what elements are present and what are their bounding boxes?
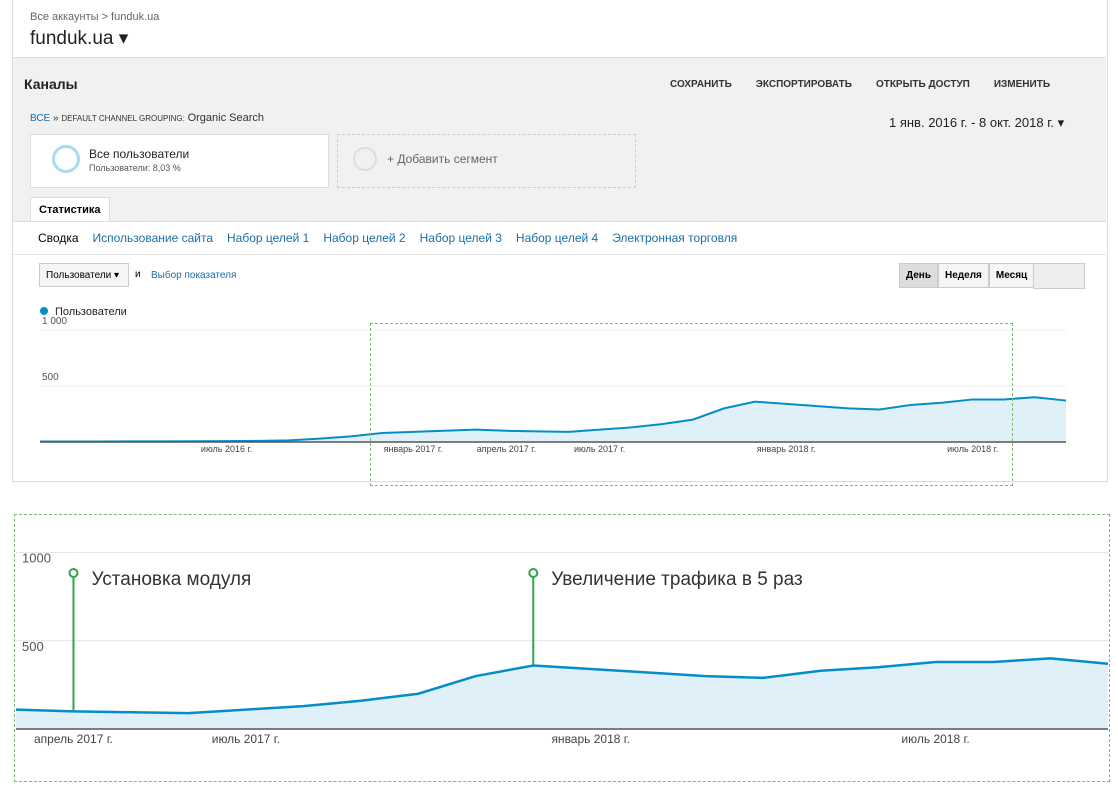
legend-dot	[40, 307, 48, 315]
y-tick-label: 1000	[22, 551, 51, 566]
add-segment[interactable]	[337, 134, 636, 188]
legend-label: Пользователи	[55, 306, 127, 318]
segment-name: Все пользователи	[89, 147, 190, 161]
subtab[interactable]: Набор целей 4	[515, 231, 599, 245]
subtab[interactable]: Сводка	[38, 231, 79, 245]
x-tick-label: июль 2018 г.	[901, 732, 969, 746]
zoom-box	[370, 323, 1013, 486]
action[interactable]: ИЗМЕНИТЬ	[993, 79, 1051, 90]
report-title: Каналы	[24, 76, 78, 92]
segment-detail: Пользователи: 8,03 %	[89, 163, 181, 173]
annotation-dot	[68, 568, 79, 578]
actions: СОХРАНИТЬ ЭКСПОРТИРОВАТЬ ОТКРЫТЬ ДОСТУП …	[670, 79, 1050, 90]
line	[40, 396, 1067, 443]
tab[interactable]: Статистика	[30, 197, 110, 222]
path-all[interactable]: ВСЕ	[30, 113, 51, 124]
action[interactable]: ОТКРЫТЬ ДОСТУП	[875, 79, 970, 90]
subtab[interactable]: Набор целей 1	[227, 231, 310, 245]
action[interactable]: ЭКСПОРТИРОВАТЬ	[755, 79, 852, 90]
subtab[interactable]: Набор целей 2	[323, 231, 406, 245]
period-btn[interactable]: Месяц	[988, 263, 1035, 288]
divider	[13, 254, 1106, 255]
x-tick-label: апрель 2017 г.	[477, 444, 536, 454]
x-tick-label: июль 2017 г.	[212, 732, 280, 746]
zoom-panel	[14, 514, 1110, 782]
y-tick-label: 1 000	[42, 316, 67, 327]
annotation-text: Увеличение трафика в 5 раз	[551, 569, 802, 590]
chart-type[interactable]	[1033, 263, 1085, 289]
breadcrumb[interactable]: Все аккаунты > funduk.ua	[30, 11, 160, 23]
date-range[interactable]: 1 янв. 2016 г. - 8 окт. 2018 г. ▾	[889, 115, 1065, 130]
path-group: DEFAULT CHANNEL GROUPING:	[61, 114, 185, 123]
add-ring	[353, 147, 377, 171]
annotation-dot	[528, 568, 539, 578]
date-range-text[interactable]: 1 янв. 2016 г. - 8 окт. 2018 г.	[889, 115, 1054, 130]
property-name[interactable]: funduk.ua	[30, 28, 114, 49]
and: и	[135, 269, 141, 280]
path: ВСЕ » DEFAULT CHANNEL GROUPING: Organic …	[30, 112, 265, 124]
path-value[interactable]: Organic Search	[187, 112, 265, 124]
subtab[interactable]: Набор целей 3	[419, 231, 502, 245]
x-tick-label: июль 2018 г.	[947, 444, 998, 454]
period-btn[interactable]: Неделя	[938, 263, 989, 288]
area	[16, 658, 1108, 729]
subtabs: Сводка Использование сайта Набор целей 1…	[38, 231, 737, 245]
subtab[interactable]: Электронная торговля	[612, 231, 738, 245]
period-btn[interactable]: День	[899, 263, 938, 288]
y-tick-label: 500	[22, 639, 44, 654]
y-tick-label: 500	[42, 372, 59, 383]
line	[15, 657, 1109, 715]
property[interactable]: funduk.ua ▾	[30, 28, 129, 49]
x-tick-label: июль 2017 г.	[574, 444, 625, 454]
period: День Неделя Месяц	[899, 263, 1035, 288]
x-tick-label: январь 2018 г.	[551, 732, 630, 746]
add-segment-text[interactable]: + Добавить сегмент	[387, 152, 498, 166]
segment-ring	[52, 145, 80, 173]
subtab[interactable]: Использование сайта	[92, 231, 214, 245]
metric: Пользователи	[46, 270, 112, 281]
x-tick-label: январь 2017 г.	[384, 444, 443, 454]
metric-select[interactable]: Пользователи ▾	[39, 263, 129, 287]
area	[40, 397, 1066, 442]
x-tick-label: июль 2016 г.	[201, 444, 252, 454]
header	[13, 0, 1106, 58]
choose-metric[interactable]: Выбор показателя	[151, 270, 237, 281]
annotation-text: Установка модуля	[91, 569, 251, 590]
action[interactable]: СОХРАНИТЬ	[670, 79, 732, 90]
x-tick-label: январь 2018 г.	[757, 444, 816, 454]
x-tick-label: апрель 2017 г.	[34, 732, 113, 746]
